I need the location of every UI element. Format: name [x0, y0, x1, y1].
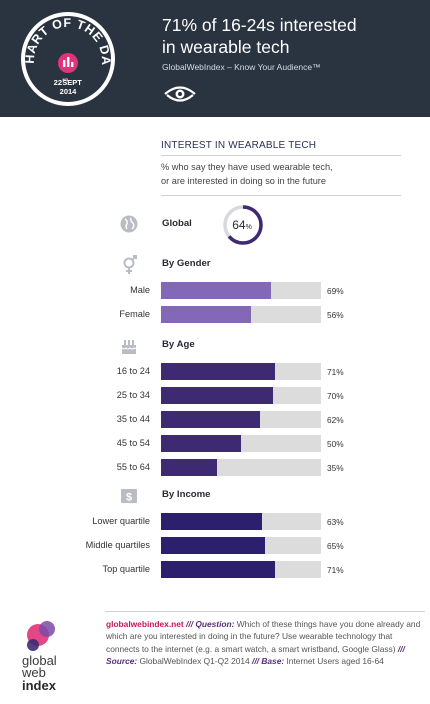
chart-subtitle-line-2: or are interested in doing so in the fut… — [161, 175, 326, 186]
footer-question-text: Which of these things have you done alre… — [106, 619, 421, 654]
category-label: 55 to 64 — [116, 462, 150, 472]
bar-value-label: 63% — [327, 517, 344, 527]
bar-value-label: 56% — [327, 310, 344, 320]
bar-value-label: 50% — [327, 439, 344, 449]
eye-icon — [164, 86, 196, 102]
bar — [161, 459, 217, 476]
bar-track — [161, 306, 321, 323]
global-unit: % — [246, 224, 252, 231]
footer-site-link[interactable]: globalwebindex.net — [106, 619, 184, 629]
global-donut: 64% — [223, 205, 263, 245]
svg-text:$: $ — [126, 492, 132, 504]
dollar-icon: $ — [121, 489, 137, 504]
logo-word-index: index — [22, 678, 57, 693]
badge-date-month: SEPT — [62, 78, 82, 87]
bar-track — [161, 561, 321, 578]
category-label: Female — [119, 309, 150, 319]
group-label-0: By Gender — [162, 258, 211, 269]
chart-subtitle: % who say they have used wearable tech, … — [161, 161, 401, 188]
footer-source-text: GlobalWebIndex Q1-Q2 2014 — [139, 655, 250, 666]
chart-of-the-day-badge: CHART OF THE DAY 22 ND SEPT 2014 — [18, 9, 115, 106]
headline-line-1: 71% of 16-24s interested — [162, 15, 357, 35]
global-label: Global — [162, 218, 192, 229]
bar-value-label: 70% — [327, 391, 344, 401]
subtitle-divider — [161, 195, 401, 196]
bar-track — [161, 387, 321, 404]
globalwebindex-logo: global web index — [21, 621, 57, 693]
badge-date-year: 2014 — [60, 87, 78, 96]
gender-icon — [123, 255, 137, 274]
bar — [161, 513, 262, 530]
bar — [161, 435, 241, 452]
bar — [161, 282, 272, 299]
bar — [161, 411, 261, 428]
category-label: Lower quartile — [92, 516, 150, 526]
globe-icon — [120, 215, 138, 233]
bar-track — [161, 435, 321, 452]
footer-notes: globalwebindex.net /// Question: Which o… — [106, 618, 421, 667]
bar — [161, 363, 275, 380]
category-label: 25 to 34 — [116, 390, 150, 400]
footer-divider — [105, 611, 425, 612]
footer-separator-2: /// — [397, 643, 405, 654]
bar-track — [161, 537, 321, 554]
bar-value-label: 71% — [327, 565, 344, 575]
category-label: Top quartile — [102, 564, 151, 574]
bar — [161, 306, 251, 323]
logo-word-global: global — [22, 653, 57, 668]
global-donut-arc — [223, 205, 263, 245]
footer-base-label: Base: — [261, 655, 285, 666]
logo-word-web: web — [21, 665, 46, 680]
footer-question-label: Question: — [195, 619, 235, 629]
bar — [161, 387, 273, 404]
bar-track — [161, 282, 321, 299]
group-label-1: By Age — [162, 339, 195, 350]
bar — [161, 537, 265, 554]
footer-separator-3: /// — [252, 655, 260, 666]
bar-track — [161, 411, 321, 428]
svg-text:64%: 64% — [232, 218, 252, 232]
footer-separator-1: /// — [186, 619, 194, 629]
badge-date-suffix: ND — [63, 77, 69, 82]
bar-track — [161, 459, 321, 476]
badge-date-day: 22 — [54, 78, 62, 87]
bar-track — [161, 513, 321, 530]
category-label: Male — [130, 285, 150, 295]
global-value: 64 — [232, 218, 246, 232]
bar-value-label: 69% — [327, 286, 344, 296]
footer-source-label: Source: — [106, 655, 138, 666]
chart-subtitle-line-1: % who say they have used wearable tech, — [161, 162, 333, 172]
bar-value-label: 35% — [327, 463, 344, 473]
bar-value-label: 71% — [327, 367, 344, 377]
bar-track — [161, 363, 321, 380]
category-label: 45 to 54 — [116, 438, 150, 448]
birthday-cake-icon — [121, 340, 137, 354]
category-label: 16 to 24 — [116, 366, 150, 376]
header-banner: CHART OF THE DAY 22 ND SEPT 2014 71% of … — [0, 0, 430, 117]
tagline: GlobalWebIndex – Know Your Audience™ — [162, 62, 321, 72]
group-label-2: By Income — [162, 489, 211, 500]
bar — [161, 561, 275, 578]
category-label: Middle quartiles — [85, 540, 150, 550]
title-divider — [161, 155, 401, 156]
category-label: 35 to 44 — [116, 414, 150, 424]
headline-line-2: in wearable tech — [162, 37, 290, 57]
bar-value-label: 65% — [327, 541, 344, 551]
footer-base-text: Internet Users aged 16-64 — [286, 655, 384, 666]
bar-value-label: 62% — [327, 415, 344, 425]
headline: 71% of 16-24s interested in wearable tec… — [162, 14, 422, 58]
chart-title: INTEREST IN WEARABLE TECH — [161, 140, 317, 151]
